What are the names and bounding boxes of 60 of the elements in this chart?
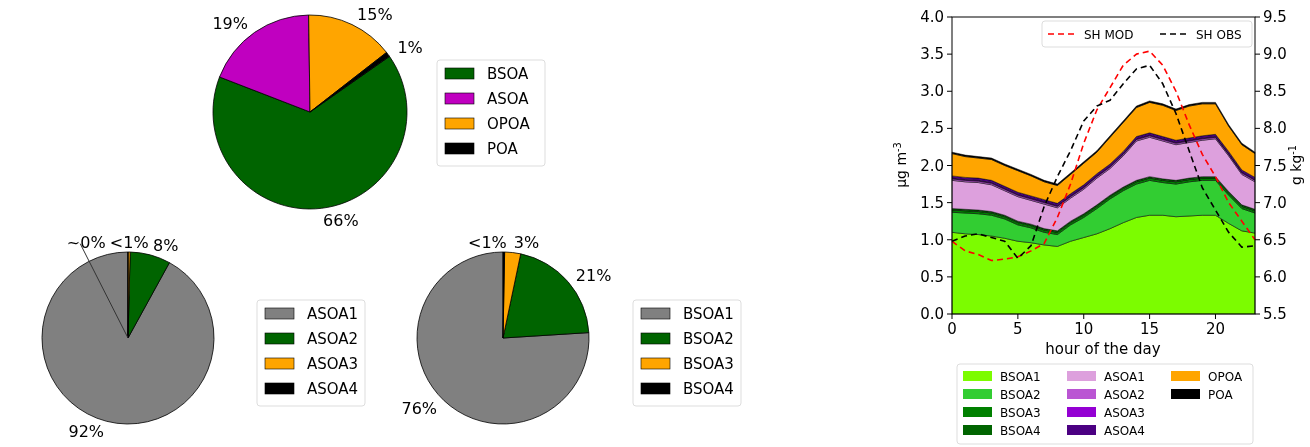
y2-tick-label: 7.5	[1263, 156, 1287, 175]
y-tick-label: 2.0	[920, 156, 944, 175]
legend-label: BSOA4	[1000, 424, 1041, 438]
text: ~0%	[66, 232, 106, 252]
legend-label: ASOA2	[1104, 388, 1145, 402]
legend-label: OPOA	[1208, 370, 1243, 384]
y-tick-label: 3.0	[920, 82, 944, 101]
legend-label: BSOA2	[1000, 388, 1041, 402]
legend-label: OPOA	[487, 115, 531, 133]
data-label: 92%	[68, 422, 105, 442]
legend-label: ASOA3	[1104, 406, 1145, 420]
legend-label: BSOA	[487, 65, 530, 83]
data-label: <1%	[109, 232, 149, 252]
legend-label: BSOA1	[1000, 370, 1041, 384]
legend-label: POA	[1208, 388, 1234, 402]
y-tick-label: 4.0	[920, 8, 944, 26]
x-tick-label: 15	[1140, 320, 1160, 338]
data-label: 66%	[323, 210, 359, 230]
data-label: 1%	[397, 38, 423, 58]
legend-label: ASOA1	[1104, 370, 1145, 384]
legend-label: BSOA3	[1000, 406, 1041, 420]
legend-label: POA	[487, 140, 519, 158]
legend-label: BSOA4	[683, 380, 734, 398]
legend-label: ASOA	[487, 90, 530, 108]
x-tick-label: 0	[947, 320, 957, 338]
data-label: 19%	[212, 13, 248, 33]
legend-label: ASOA1	[307, 305, 359, 323]
y2-tick-label: 8.5	[1263, 82, 1287, 101]
x-axis-title: hour of the day	[1045, 340, 1161, 358]
x-tick-label: 5	[1013, 320, 1023, 338]
legend-label: ASOA2	[307, 330, 359, 348]
x-tick-label: 10	[1074, 320, 1094, 338]
legend-label: BSOA1	[683, 305, 734, 323]
data-label: 8%	[153, 236, 179, 256]
legend-label: SH MOD	[1084, 28, 1134, 42]
legend-label: BSOA2	[683, 330, 734, 348]
y2-tick-label: 8.0	[1263, 119, 1287, 138]
data-label: 76%	[401, 399, 438, 419]
y-tick-label: 1.5	[920, 193, 944, 212]
legend-label: ASOA4	[307, 380, 359, 398]
y-tick-label: 1.0	[920, 230, 944, 249]
y-tick-label: 3.5	[920, 45, 944, 64]
y-tick-label: 0.5	[920, 267, 944, 286]
data-label: 3%	[513, 233, 540, 253]
y2-tick-label: 9.0	[1263, 45, 1287, 64]
y2-tick-label: 5.5	[1263, 305, 1287, 323]
data-label: <1%	[467, 232, 507, 252]
x-tick-label: 20	[1205, 320, 1226, 338]
y2-tick-label: 7.0	[1263, 193, 1287, 212]
y-tick-label: 0.0	[920, 305, 944, 323]
legend-label: SH OBS	[1196, 28, 1242, 42]
legend-label: ASOA4	[1104, 424, 1145, 438]
y-tick-label: 2.5	[920, 119, 944, 138]
y2-tick-label: 9.5	[1263, 8, 1287, 26]
y2-tick-label: 6.0	[1263, 267, 1287, 286]
legend-label: BSOA3	[683, 355, 734, 373]
y2-tick-label: 6.5	[1263, 230, 1287, 249]
legend-label: ASOA3	[307, 355, 359, 373]
data-label: 21%	[575, 265, 612, 285]
data-label: 15%	[357, 5, 393, 25]
